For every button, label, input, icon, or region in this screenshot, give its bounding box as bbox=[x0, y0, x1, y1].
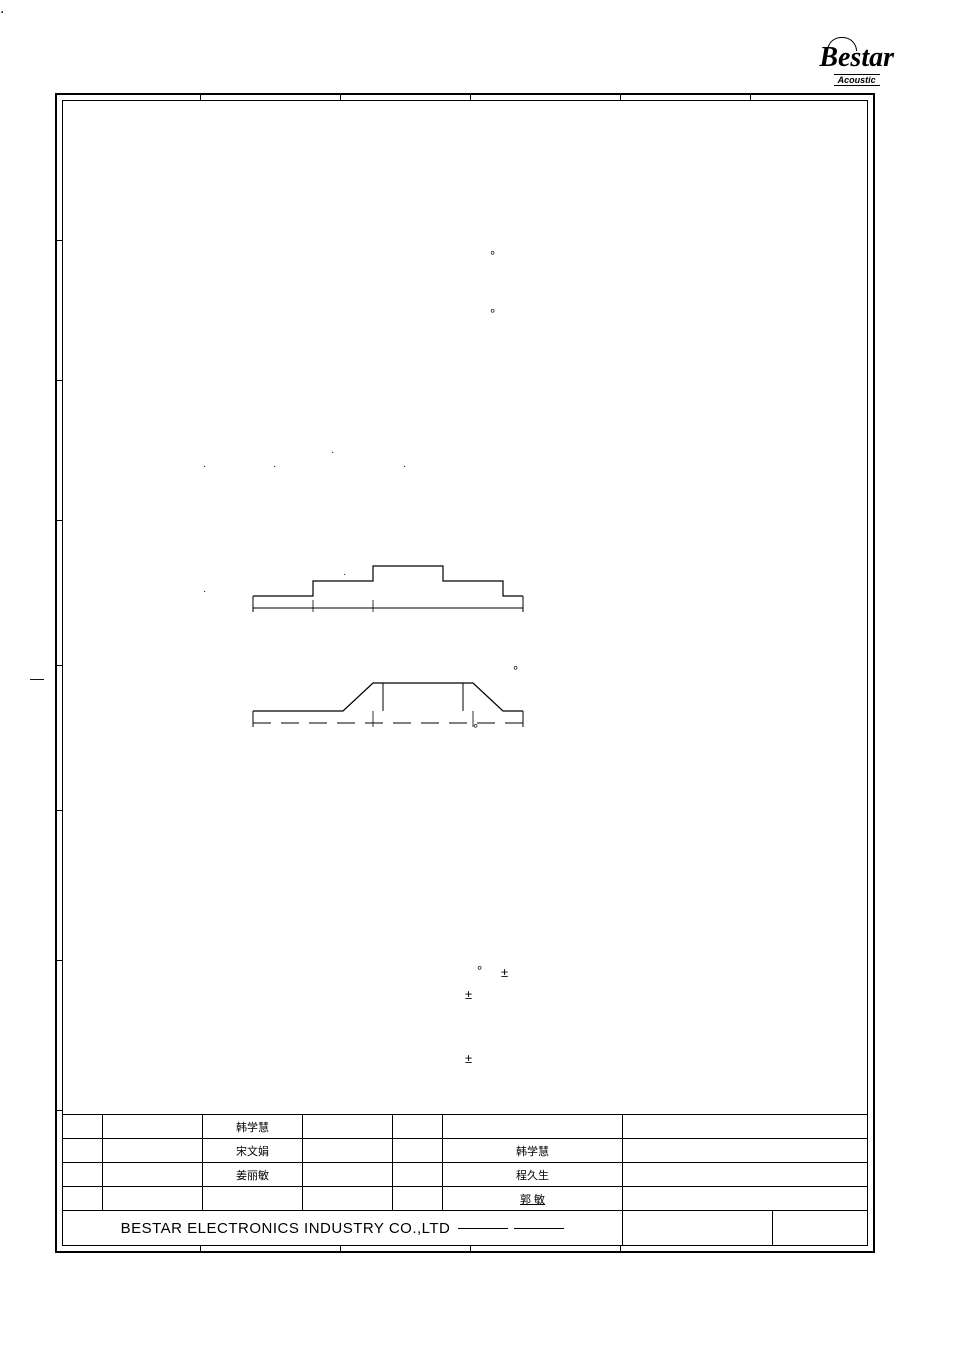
title-row-2: 宋文娟 韩学慧 bbox=[63, 1139, 867, 1163]
tb-cell bbox=[623, 1139, 867, 1162]
frame-tick bbox=[55, 380, 62, 381]
tb-rname-2: 韩学慧 bbox=[443, 1139, 623, 1162]
pm-mark-2: ± bbox=[465, 987, 472, 1002]
company-underline-1 bbox=[458, 1228, 508, 1229]
tb-cell bbox=[63, 1187, 103, 1210]
tb-cell bbox=[393, 1139, 443, 1162]
tb-cell bbox=[303, 1163, 393, 1186]
degree-mark-3: ° bbox=[513, 663, 518, 678]
tb-cell bbox=[303, 1139, 393, 1162]
frame-tick bbox=[55, 665, 62, 666]
tb-cell bbox=[393, 1163, 443, 1186]
company-logo: Bestar Acoustic bbox=[819, 45, 894, 88]
degree-mark-5: ° bbox=[477, 963, 482, 978]
frame-tick bbox=[55, 240, 62, 241]
tb-name-3: 姜丽敏 bbox=[203, 1163, 303, 1186]
tb-rname-4: 郭 敏 bbox=[443, 1187, 623, 1210]
frame-tick bbox=[620, 93, 621, 100]
title-block: 韩学慧 宋文娟 韩学慧 姜丽敏 程久生 bbox=[63, 1114, 867, 1245]
degree-mark-2: ° bbox=[490, 306, 495, 321]
degree-mark-4: ° bbox=[473, 721, 478, 736]
tb-name-1: 韩学慧 bbox=[203, 1115, 303, 1138]
frame-tick bbox=[55, 810, 62, 811]
frame-tick bbox=[55, 960, 62, 961]
frame-tick bbox=[55, 520, 62, 521]
pm-mark-1: ± bbox=[501, 965, 508, 980]
inner-frame: ° ° · · · · · bbox=[62, 100, 868, 1246]
tb-cell bbox=[303, 1115, 393, 1138]
tb-name-2: 宋文娟 bbox=[203, 1139, 303, 1162]
tb-cell bbox=[203, 1187, 303, 1210]
dim-dot-5: · bbox=[343, 569, 346, 580]
frame-tick bbox=[55, 1110, 62, 1111]
tb-cell bbox=[63, 1115, 103, 1138]
tb-cell bbox=[623, 1115, 867, 1138]
dim-dot-1: · bbox=[331, 447, 334, 458]
tb-cell bbox=[63, 1163, 103, 1186]
tb-cell bbox=[443, 1115, 623, 1138]
tb-cell bbox=[103, 1115, 203, 1138]
tb-cell bbox=[773, 1211, 867, 1245]
frame-tick bbox=[470, 93, 471, 100]
profile-diagram-1 bbox=[243, 556, 533, 616]
frame-tick bbox=[620, 1246, 621, 1253]
degree-mark-1: ° bbox=[490, 248, 495, 263]
pm-mark-3: ± bbox=[465, 1051, 472, 1066]
dim-dot-6: · bbox=[203, 586, 206, 597]
tb-cell bbox=[103, 1187, 203, 1210]
frame-tick bbox=[340, 93, 341, 100]
tb-cell bbox=[623, 1163, 867, 1186]
frame-tick bbox=[750, 93, 751, 100]
tb-rname-3: 程久生 bbox=[443, 1163, 623, 1186]
tb-cell bbox=[393, 1115, 443, 1138]
dim-dot-4: · bbox=[403, 461, 406, 472]
page-number: — bbox=[30, 670, 44, 686]
tb-cell bbox=[303, 1187, 393, 1210]
logo-arc-decoration bbox=[827, 37, 857, 51]
company-name: BESTAR ELECTRONICS INDUSTRY CO.,LTD bbox=[63, 1211, 623, 1245]
tb-cell bbox=[623, 1187, 867, 1210]
title-row-4: 郭 敏 bbox=[63, 1187, 867, 1211]
company-underline-2 bbox=[514, 1228, 564, 1229]
tb-cell bbox=[63, 1139, 103, 1162]
title-row-company: BESTAR ELECTRONICS INDUSTRY CO.,LTD bbox=[63, 1211, 867, 1245]
tb-cell bbox=[103, 1163, 203, 1186]
dim-dot-3: · bbox=[273, 461, 276, 472]
logo-main: Bestar bbox=[819, 45, 894, 70]
logo-sub: Acoustic bbox=[834, 74, 880, 86]
tb-cell bbox=[393, 1187, 443, 1210]
tb-cell bbox=[623, 1211, 773, 1245]
tb-cell bbox=[103, 1139, 203, 1162]
frame-tick bbox=[340, 1246, 341, 1253]
dim-dot-2: · bbox=[203, 461, 206, 472]
frame-tick bbox=[470, 1246, 471, 1253]
profile-diagram-2 bbox=[243, 671, 533, 736]
frame-tick bbox=[200, 1246, 201, 1253]
title-row-3: 姜丽敏 程久生 bbox=[63, 1163, 867, 1187]
frame-tick bbox=[200, 93, 201, 100]
company-name-text: BESTAR ELECTRONICS INDUSTRY CO.,LTD bbox=[121, 1220, 451, 1237]
title-row-1: 韩学慧 bbox=[63, 1115, 867, 1139]
